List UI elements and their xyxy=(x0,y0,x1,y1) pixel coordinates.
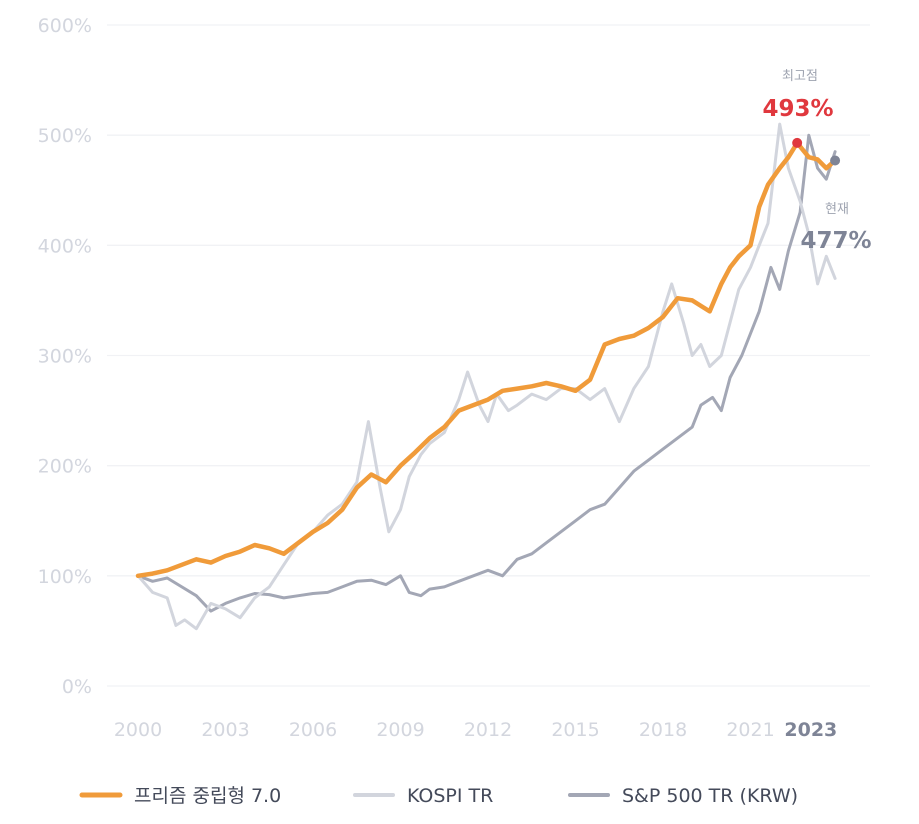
x-tick-label: 2009 xyxy=(376,719,424,741)
y-tick-label: 0% xyxy=(62,676,92,698)
series-lines xyxy=(135,122,838,631)
series-sp500-line xyxy=(136,133,837,613)
x-axis-tick-labels: 2000 2003 2006 2009 2012 2015 2018 2021 2023 xyxy=(114,719,837,741)
peak-marker xyxy=(792,137,803,148)
legend-label: 프리즘 중립형 7.0 xyxy=(134,785,281,807)
y-tick-label: 500% xyxy=(38,125,92,147)
legend: 프리즘 중립형 7.0 KOSPI TR S&P 500 TR (KRW) xyxy=(79,785,798,807)
legend-label: S&P 500 TR (KRW) xyxy=(622,785,798,807)
series-kospi-line xyxy=(136,122,837,631)
y-tick-label: 100% xyxy=(38,566,92,588)
current-value: 477% xyxy=(800,228,871,254)
legend-kospi: KOSPI TR xyxy=(353,785,493,807)
legend-prism: 프리즘 중립형 7.0 xyxy=(79,785,281,807)
x-tick-label: 2000 xyxy=(114,719,162,741)
annotations: 최고점 493% 현재 477% xyxy=(762,69,871,254)
series-prism-line xyxy=(135,140,838,579)
legend-label: KOSPI TR xyxy=(407,785,493,807)
y-tick-label: 300% xyxy=(38,346,92,368)
x-tick-label-current: 2023 xyxy=(784,719,837,741)
x-tick-label: 2003 xyxy=(201,719,249,741)
current-label: 현재 xyxy=(825,202,849,217)
legend-sp500: S&P 500 TR (KRW) xyxy=(568,785,798,807)
y-axis-tick-labels: 0% 100% 200% 300% 400% 500% 600% xyxy=(38,15,92,698)
x-tick-label: 2018 xyxy=(639,719,687,741)
y-tick-label: 400% xyxy=(38,235,92,257)
gridlines xyxy=(107,24,870,687)
x-tick-label: 2015 xyxy=(551,719,599,741)
peak-value: 493% xyxy=(762,96,833,122)
x-tick-label: 2012 xyxy=(464,719,512,741)
x-tick-label: 2006 xyxy=(289,719,337,741)
x-tick-label: 2021 xyxy=(726,719,774,741)
y-tick-label: 200% xyxy=(38,456,92,478)
current-marker xyxy=(830,155,841,166)
y-tick-label: 600% xyxy=(38,15,92,37)
peak-label: 최고점 xyxy=(782,69,818,84)
